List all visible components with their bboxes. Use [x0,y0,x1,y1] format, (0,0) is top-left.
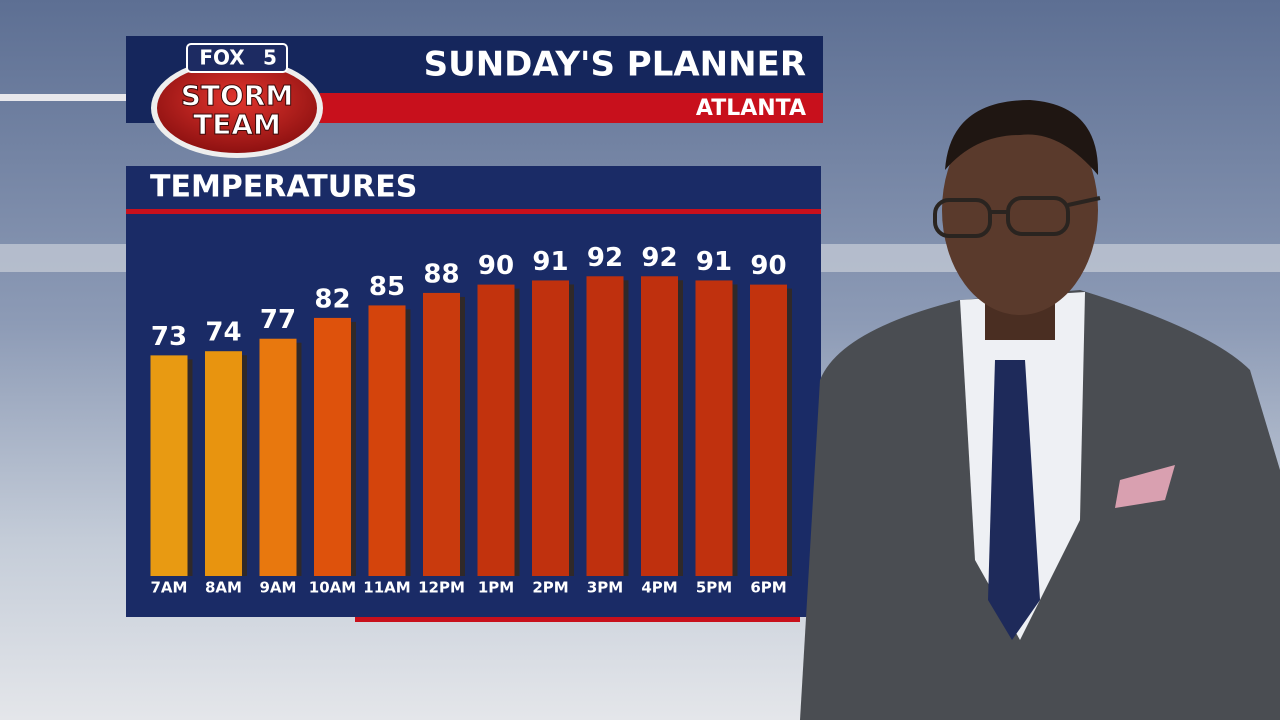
value-label: 77 [260,305,296,335]
bar-shadow [730,284,738,576]
logo-channel: 5 [263,46,277,70]
value-label: 91 [696,247,732,277]
value-label: 82 [314,284,350,314]
bar-shadow [785,288,792,576]
bar-shadow [294,342,302,576]
bar-shadow [512,288,520,576]
bar [205,351,242,576]
x-tick-label: 3PM [587,579,623,597]
bar [477,284,515,576]
bar [532,280,569,576]
panel-title: TEMPERATURES [150,170,417,205]
bar [259,338,297,576]
x-tick-label: 12PM [418,579,465,597]
bar-shadow [621,280,629,576]
x-tick-label: 6PM [750,579,786,597]
pocket-square [1115,465,1175,508]
value-label: 90 [750,251,786,281]
panel-bottom-rule [355,617,800,622]
bar-shadow [676,280,683,576]
header-title: SUNDAY'S PLANNER [424,45,806,85]
logo-line2: TEAM [193,108,281,141]
bar-shadow [458,296,465,576]
header-strip [320,93,823,123]
x-tick-label: 11AM [363,579,410,597]
tie [988,360,1040,640]
x-tick-label: 4PM [641,579,677,597]
value-label: 74 [205,318,241,348]
presenter [800,100,1280,720]
logo-brand: FOX [199,46,245,70]
x-tick-label: 5PM [696,579,732,597]
bar [150,355,188,576]
value-label: 88 [423,259,459,289]
logo-box [186,43,288,73]
value-label: 85 [369,272,405,302]
bar-shadow [567,284,574,576]
bar [695,280,733,576]
bar [750,284,787,576]
bar [423,292,460,576]
head [942,105,1098,315]
bar-shadow [185,359,193,576]
bar [368,305,406,576]
bar-shadow [349,321,356,576]
panel-rule [126,209,821,214]
x-tick-label: 2PM [532,579,568,597]
logo-rule [0,94,160,101]
bar [586,276,624,576]
bar-group: 73 7AM 74 8AM 77 9AM 82 10AM 85 11AM 88 12PM 90 1PM 91… [150,243,792,597]
value-label: 73 [151,322,187,352]
value-label: 92 [587,243,623,273]
x-tick-label: 10AM [309,579,356,597]
x-tick-label: 1PM [478,579,514,597]
bar [314,317,351,576]
x-tick-label: 9AM [260,579,297,597]
bar-shadow [403,309,411,576]
logo-badge [157,63,317,153]
header-subtitle: ATLANTA [696,96,806,121]
bar-shadow [240,355,247,576]
value-label: 92 [641,243,677,273]
x-tick-label: 8AM [205,579,242,597]
value-label: 90 [478,251,514,281]
glasses [933,196,1101,238]
x-tick-label: 7AM [151,579,188,597]
value-label: 91 [532,247,568,277]
logo-line1: STORM [181,79,294,112]
hair [945,100,1099,175]
bar [641,276,678,576]
